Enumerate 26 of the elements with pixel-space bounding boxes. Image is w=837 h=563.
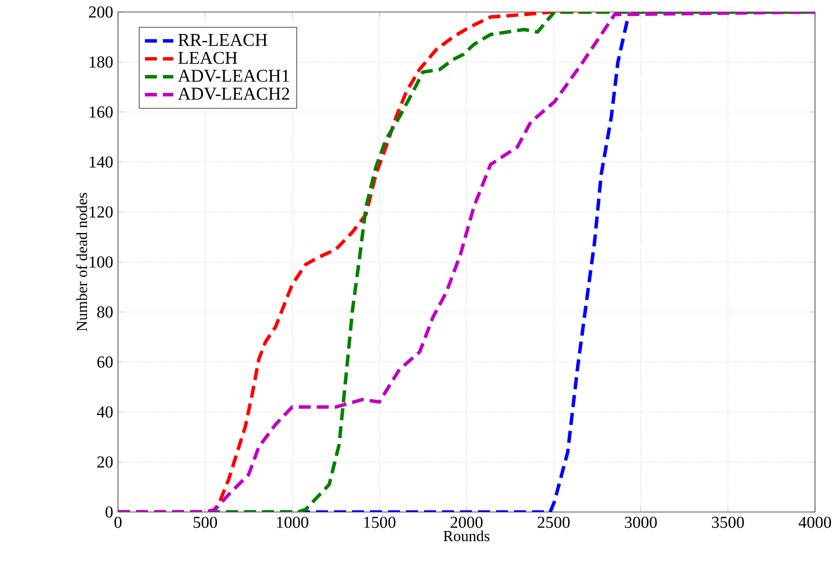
x-tick-label: 2500	[538, 516, 570, 528]
y-tick-label: 140	[90, 156, 113, 168]
x-tick-label: 500	[194, 516, 217, 528]
legend-label: LEACH	[178, 52, 238, 64]
y-tick-label: 160	[90, 106, 113, 118]
x-tick-label: 0	[114, 516, 122, 528]
y-tick-label: 100	[90, 256, 113, 268]
x-tick-label: 2000	[450, 516, 483, 528]
y-tick-label: 80	[97, 306, 113, 318]
y-tick-label: 200	[89, 6, 113, 18]
x-tick-label: 3000	[624, 516, 657, 528]
y-axis-title: Number of dead nodes	[76, 192, 88, 332]
y-tick-label: 120	[90, 206, 113, 218]
y-tick-label: 0	[106, 506, 113, 518]
y-tick-label: 40	[96, 406, 113, 418]
x-tick-label: 3500	[712, 516, 744, 528]
legend-label: ADV-LEACH1	[178, 70, 290, 82]
x-tick-label: 1500	[364, 516, 396, 528]
legend-label: ADV-LEACH2	[178, 88, 290, 100]
x-tick-label: 4000	[798, 516, 832, 528]
legend-label: RR-LEACH	[178, 34, 268, 46]
y-tick-label: 60	[97, 356, 113, 368]
y-tick-label: 20	[97, 456, 113, 468]
y-tick-label: 180	[90, 56, 113, 68]
x-axis-title: Rounds	[444, 530, 490, 542]
x-tick-label: 1000	[277, 516, 308, 528]
